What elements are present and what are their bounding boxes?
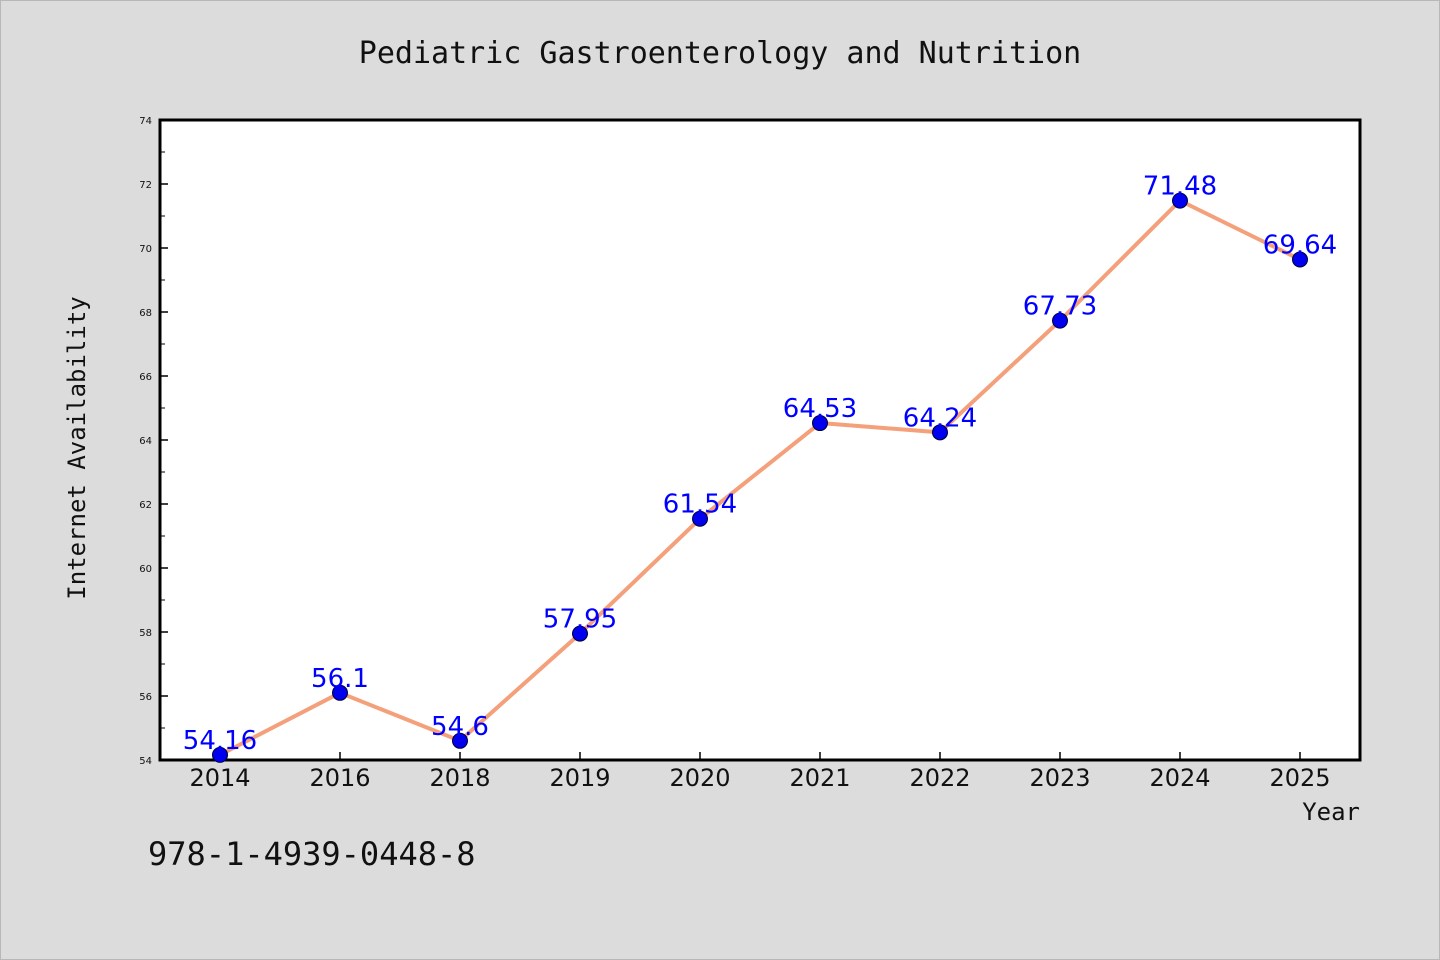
series-markers [212,192,1308,763]
data-point [452,732,468,749]
y-tick-label: 72 [139,180,152,191]
y-tick-label: 70 [139,244,152,255]
data-label: 69.64 [1263,231,1337,261]
data-label: 54.6 [431,712,489,742]
data-label: 56.1 [311,664,369,694]
y-tick-label: 64 [139,436,152,447]
data-label: 71.48 [1143,172,1217,202]
y-tick-label: 60 [139,564,152,575]
data-point [932,424,948,441]
data-point [812,415,828,432]
isbn-footnote: 978-1-4939-0448-8 [148,835,476,873]
x-tick-label: 2025 [1269,764,1330,792]
y-tick-label: 58 [139,628,152,639]
x-tick-label: 2024 [1149,764,1210,792]
data-label: 67.73 [1023,292,1097,322]
x-axis-label: Year [1302,798,1360,826]
data-point [212,746,228,763]
x-tick-label: 2014 [189,764,250,792]
y-tick-label: 54 [139,756,152,767]
x-tick-label: 2019 [549,764,610,792]
x-tick-label: 2022 [909,764,970,792]
data-label: 64.24 [903,403,977,433]
series-line [219,198,1301,757]
x-tick-label: 2023 [1029,764,1090,792]
x-tick-label: 2021 [789,764,850,792]
chart-title: Pediatric Gastroenterology and Nutrition [359,36,1081,71]
data-label: 64.53 [783,394,857,424]
y-tick-label: 66 [139,372,152,383]
data-point [1292,251,1308,268]
y-tick-label: 68 [139,308,152,319]
y-axis-label: Internet Availability [63,296,91,599]
x-tick-label: 2020 [669,764,730,792]
data-label: 61.54 [663,490,737,520]
y-tick-label: 56 [139,692,152,703]
data-point [332,684,348,701]
y-tick-label: 62 [139,500,152,511]
x-axis: 2014 2016 2018 2019 2020 2021 2022 2023 2024 2025 [189,752,1331,792]
plot-area [158,118,1362,762]
data-label: 54.16 [183,726,257,756]
data-point [1172,192,1188,209]
x-tick-label: 2016 [309,764,370,792]
data-point [1052,312,1068,329]
y-tick-label: 74 [139,116,152,127]
x-tick-label: 2018 [429,764,490,792]
data-label: 57.95 [543,605,617,635]
data-labels: 54.16 56.1 54.6 57.95 61.54 64.53 64.24 67.73 71… [183,172,1337,756]
data-point [692,510,708,527]
y-axis: 54 56 58 60 62 64 66 68 70 72 74 [139,116,168,767]
data-point [572,625,588,642]
